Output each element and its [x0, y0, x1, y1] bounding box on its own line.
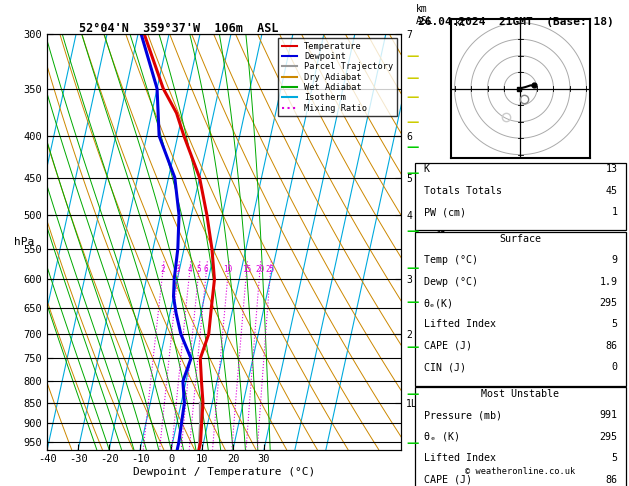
Text: 10: 10: [223, 264, 233, 274]
Text: PW (cm): PW (cm): [423, 208, 465, 217]
Text: 9: 9: [611, 255, 618, 265]
Text: kt: kt: [455, 18, 466, 28]
Text: —: —: [406, 437, 419, 450]
Text: CAPE (J): CAPE (J): [423, 341, 472, 351]
Y-axis label: Mixing Ratio (g/kg): Mixing Ratio (g/kg): [433, 182, 443, 301]
Text: —: —: [406, 91, 419, 104]
Text: km
ASL: km ASL: [416, 4, 433, 26]
Text: —: —: [406, 295, 419, 309]
Text: Lifted Index: Lifted Index: [423, 453, 496, 463]
Text: 1: 1: [611, 208, 618, 217]
Text: Lifted Index: Lifted Index: [423, 319, 496, 330]
Text: Surface: Surface: [499, 234, 542, 243]
Legend: Temperature, Dewpoint, Parcel Trajectory, Dry Adiabat, Wet Adiabat, Isotherm, Mi: Temperature, Dewpoint, Parcel Trajectory…: [279, 38, 397, 116]
Text: 5: 5: [611, 319, 618, 330]
Text: 991: 991: [599, 410, 618, 420]
Bar: [415, 387, 626, 486]
Text: 86: 86: [606, 475, 618, 485]
Text: Most Unstable: Most Unstable: [481, 389, 560, 399]
Text: 5: 5: [196, 264, 201, 274]
Text: —: —: [406, 388, 419, 401]
Text: —: —: [406, 167, 419, 179]
Text: K: K: [423, 164, 430, 174]
Text: θₑ(K): θₑ(K): [423, 298, 454, 308]
Text: —: —: [406, 116, 419, 129]
Text: 20: 20: [255, 264, 264, 274]
Text: hPa: hPa: [14, 237, 35, 247]
Text: 52°04'N  359°37'W  106m  ASL: 52°04'N 359°37'W 106m ASL: [79, 22, 278, 35]
Text: Temp (°C): Temp (°C): [423, 255, 477, 265]
Text: —: —: [406, 50, 419, 63]
Text: 4: 4: [187, 264, 192, 274]
Text: Dewp (°C): Dewp (°C): [423, 277, 477, 287]
Text: θₑ (K): θₑ (K): [423, 432, 460, 442]
Text: 13: 13: [606, 164, 618, 174]
Text: —: —: [406, 72, 419, 85]
Text: —: —: [406, 140, 419, 154]
Text: © weatheronline.co.uk: © weatheronline.co.uk: [465, 467, 576, 475]
Text: 25: 25: [265, 264, 275, 274]
Bar: [415, 232, 626, 385]
Text: 45: 45: [606, 186, 618, 196]
Text: 15: 15: [242, 264, 251, 274]
X-axis label: Dewpoint / Temperature (°C): Dewpoint / Temperature (°C): [133, 467, 315, 477]
Text: 295: 295: [599, 432, 618, 442]
Text: Totals Totals: Totals Totals: [423, 186, 501, 196]
Text: —: —: [406, 341, 419, 354]
Text: Pressure (mb): Pressure (mb): [423, 410, 501, 420]
Text: CAPE (J): CAPE (J): [423, 475, 472, 485]
Text: 3: 3: [175, 264, 181, 274]
Text: 295: 295: [599, 298, 618, 308]
Text: CIN (J): CIN (J): [423, 363, 465, 372]
Text: 0: 0: [611, 363, 618, 372]
Text: 1.9: 1.9: [599, 277, 618, 287]
Text: 5: 5: [611, 453, 618, 463]
Text: 2: 2: [160, 264, 165, 274]
Text: 26.04.2024  21GMT  (Base: 18): 26.04.2024 21GMT (Base: 18): [418, 17, 614, 27]
Text: —: —: [406, 225, 419, 238]
Text: 6: 6: [204, 264, 208, 274]
Bar: [415, 163, 626, 230]
Text: —: —: [406, 262, 419, 275]
Text: 86: 86: [606, 341, 618, 351]
